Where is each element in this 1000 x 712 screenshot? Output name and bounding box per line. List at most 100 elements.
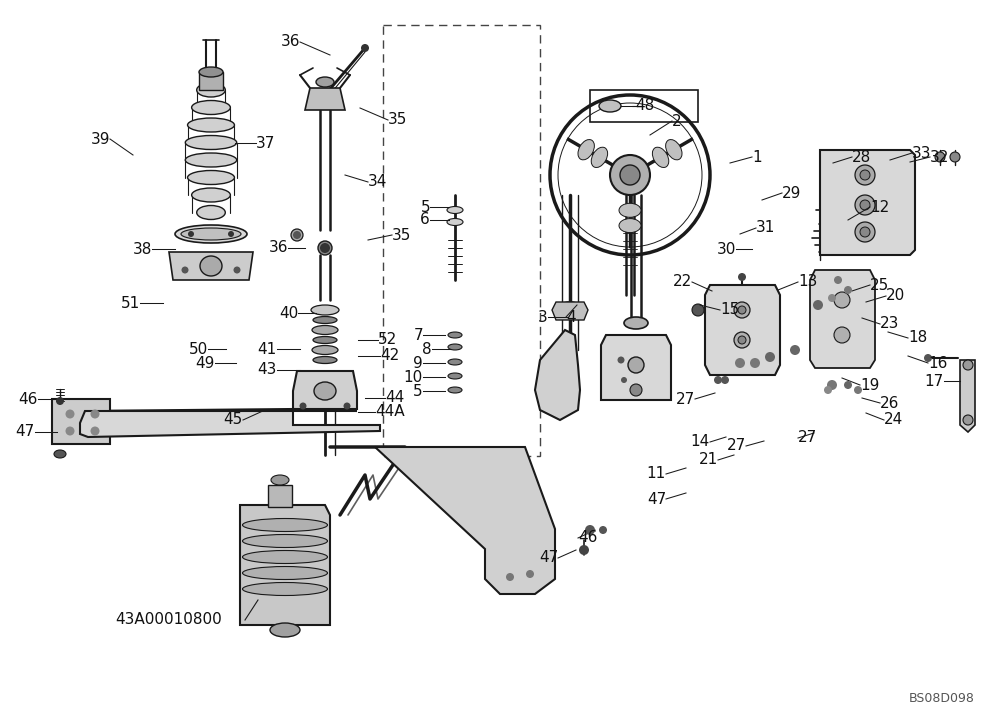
Ellipse shape — [242, 550, 328, 563]
Ellipse shape — [192, 100, 230, 115]
Polygon shape — [601, 335, 671, 400]
Text: 49: 49 — [196, 355, 215, 370]
Text: 22: 22 — [673, 275, 692, 290]
Circle shape — [734, 332, 750, 348]
Text: 17: 17 — [925, 374, 944, 389]
Text: 36: 36 — [268, 241, 288, 256]
Polygon shape — [552, 302, 588, 320]
Ellipse shape — [599, 100, 621, 112]
Circle shape — [750, 358, 760, 368]
Ellipse shape — [624, 317, 648, 329]
Circle shape — [765, 352, 775, 362]
Text: 30: 30 — [717, 241, 736, 256]
Ellipse shape — [197, 83, 225, 97]
Circle shape — [692, 304, 704, 316]
Ellipse shape — [448, 359, 462, 365]
Polygon shape — [705, 285, 780, 375]
Circle shape — [844, 381, 852, 389]
Ellipse shape — [185, 135, 237, 150]
Text: 33: 33 — [912, 145, 932, 160]
Circle shape — [844, 286, 852, 294]
Ellipse shape — [54, 450, 66, 458]
Circle shape — [628, 357, 644, 373]
Circle shape — [506, 573, 514, 581]
Circle shape — [361, 44, 369, 52]
Circle shape — [291, 229, 303, 241]
Circle shape — [714, 376, 722, 384]
Circle shape — [738, 306, 746, 314]
Ellipse shape — [188, 118, 234, 132]
Text: 27: 27 — [798, 431, 817, 446]
Circle shape — [855, 222, 875, 242]
Text: 34: 34 — [368, 174, 387, 189]
Circle shape — [735, 358, 745, 368]
Circle shape — [630, 384, 642, 396]
Text: 24: 24 — [884, 412, 903, 427]
Text: 25: 25 — [870, 278, 889, 293]
Circle shape — [935, 152, 945, 162]
Text: 45: 45 — [224, 412, 243, 427]
Circle shape — [813, 300, 823, 310]
Ellipse shape — [312, 345, 338, 355]
Text: 20: 20 — [886, 288, 905, 303]
Text: 8: 8 — [422, 342, 432, 357]
Bar — [268, 485, 292, 507]
Circle shape — [318, 241, 332, 255]
Text: 10: 10 — [404, 370, 423, 384]
Text: 46: 46 — [19, 392, 38, 407]
Ellipse shape — [311, 305, 339, 315]
Ellipse shape — [312, 325, 338, 335]
Circle shape — [855, 195, 875, 215]
Ellipse shape — [619, 219, 641, 233]
Text: 32: 32 — [930, 150, 949, 164]
Circle shape — [834, 327, 850, 343]
Polygon shape — [169, 252, 253, 280]
Ellipse shape — [192, 188, 230, 202]
Circle shape — [66, 409, 74, 419]
Text: 18: 18 — [908, 330, 927, 345]
Circle shape — [827, 380, 837, 390]
Circle shape — [855, 165, 875, 185]
Ellipse shape — [314, 382, 336, 400]
Ellipse shape — [200, 256, 222, 276]
Circle shape — [620, 165, 640, 185]
Ellipse shape — [448, 332, 462, 338]
Circle shape — [579, 545, 589, 555]
Ellipse shape — [313, 317, 337, 323]
Ellipse shape — [556, 302, 584, 318]
Text: 37: 37 — [256, 135, 275, 150]
Text: 51: 51 — [121, 295, 140, 310]
Circle shape — [234, 266, 240, 273]
Text: 15: 15 — [720, 303, 739, 318]
Text: BS08D098: BS08D098 — [909, 691, 975, 704]
Bar — [199, 72, 223, 90]
Text: 39: 39 — [90, 132, 110, 147]
Ellipse shape — [313, 337, 337, 343]
Text: 29: 29 — [782, 186, 801, 201]
Ellipse shape — [448, 387, 462, 393]
Ellipse shape — [270, 623, 300, 637]
Text: 6: 6 — [420, 212, 430, 228]
Polygon shape — [960, 360, 975, 432]
Text: 47: 47 — [647, 491, 666, 506]
Text: 16: 16 — [928, 355, 947, 370]
Circle shape — [860, 170, 870, 180]
Circle shape — [621, 377, 627, 383]
Ellipse shape — [447, 206, 463, 214]
Circle shape — [734, 302, 750, 318]
Text: 47: 47 — [539, 550, 558, 565]
Text: 23: 23 — [880, 317, 899, 332]
Text: 35: 35 — [388, 112, 407, 127]
Polygon shape — [820, 150, 915, 255]
Circle shape — [828, 294, 836, 302]
Ellipse shape — [591, 147, 608, 167]
Circle shape — [585, 525, 595, 535]
Ellipse shape — [197, 206, 225, 219]
Text: 52: 52 — [378, 333, 397, 347]
Polygon shape — [240, 505, 330, 625]
Circle shape — [56, 397, 64, 405]
Ellipse shape — [447, 219, 463, 226]
Ellipse shape — [199, 67, 223, 77]
Circle shape — [824, 386, 832, 394]
Ellipse shape — [271, 475, 289, 485]
